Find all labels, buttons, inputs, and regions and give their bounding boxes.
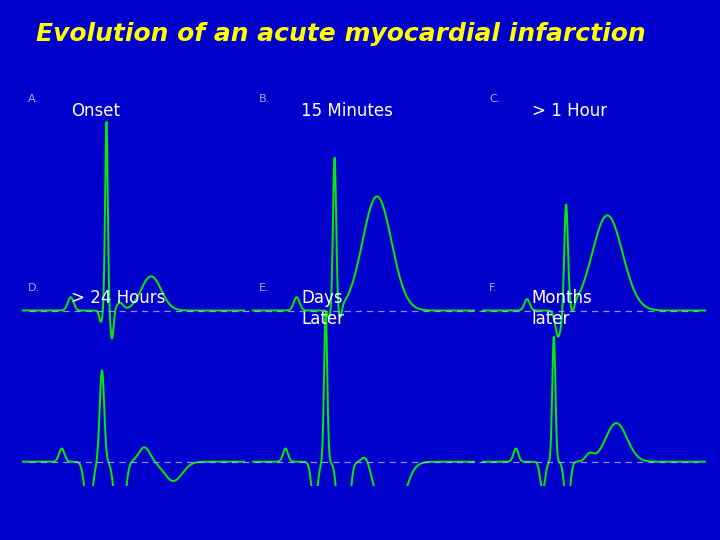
Text: A.: A. bbox=[28, 94, 40, 104]
Text: F.: F. bbox=[489, 283, 498, 293]
Text: Days
Later: Days Later bbox=[301, 289, 344, 328]
Text: > 24 Hours: > 24 Hours bbox=[71, 289, 165, 307]
Text: Evolution of an acute myocardial infarction: Evolution of an acute myocardial infarct… bbox=[36, 22, 646, 45]
Text: Onset: Onset bbox=[71, 102, 120, 120]
Text: B.: B. bbox=[258, 94, 270, 104]
Text: > 1 Hour: > 1 Hour bbox=[531, 102, 607, 120]
Text: 15 Minutes: 15 Minutes bbox=[301, 102, 393, 120]
Text: D.: D. bbox=[28, 283, 40, 293]
Text: C.: C. bbox=[489, 94, 500, 104]
Text: E.: E. bbox=[258, 283, 269, 293]
Text: Months
later: Months later bbox=[531, 289, 593, 328]
